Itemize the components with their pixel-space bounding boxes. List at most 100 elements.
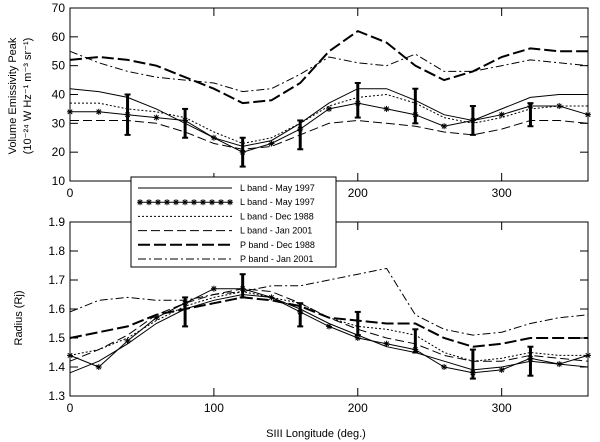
series-line (70, 119, 589, 150)
star-stroke (137, 199, 143, 205)
series-line (69, 293, 589, 374)
plot-frame (69, 7, 589, 182)
star-marker (95, 108, 102, 115)
star-marker (556, 361, 563, 368)
star-marker (441, 364, 448, 370)
legend-star-marker (155, 199, 161, 206)
x-tick-label: 200 (348, 401, 368, 415)
star-marker (210, 285, 217, 292)
star-stroke (211, 135, 217, 141)
star-stroke (499, 112, 505, 118)
legend-star-marker (146, 199, 152, 206)
series-line (69, 296, 588, 348)
legend-label: L band - Dec 1988 (240, 211, 314, 221)
star-marker (326, 323, 332, 330)
star-stroke (153, 315, 159, 321)
bottom-panel: 1.3 1.4 1.5 1.6 1.7 1.8 1.9 0 100 200 300 (48, 215, 591, 415)
x-tick-label: 200 (348, 186, 368, 200)
y-tick-label: 70 (52, 1, 66, 15)
star-stroke (67, 109, 73, 115)
star-stroke (209, 199, 215, 205)
star-marker (441, 123, 448, 130)
y-tick-label: 1.8 (48, 244, 65, 258)
star-marker (153, 114, 160, 121)
legend-label: L band - Jan 2001 (240, 226, 312, 236)
star-stroke (384, 106, 390, 112)
star-stroke (96, 364, 102, 370)
y-tick-label: 40 (52, 88, 66, 102)
star-stroke (326, 323, 332, 329)
legend-label: P band - Jan 2001 (240, 254, 313, 264)
star-stroke (268, 140, 274, 147)
star-stroke (355, 335, 361, 341)
top-ylabel-units: (10⁻²⁴ W Hz⁻¹ m⁻³ sr⁻¹) (22, 38, 34, 155)
y-tick-label: 30 (52, 116, 66, 130)
y-tick-label: 1.9 (48, 215, 65, 229)
series-line (69, 29, 588, 105)
star-stroke (67, 352, 73, 358)
legend: L band - May 1997 L band - May 1997 L band… (130, 176, 337, 268)
star-marker (498, 366, 505, 373)
legend-star-marker (164, 199, 170, 206)
star-stroke (96, 109, 102, 115)
legend-star-marker (137, 199, 143, 206)
legend-star-marker (227, 199, 233, 206)
star-stroke (441, 364, 447, 370)
x-tick-label: 0 (67, 186, 74, 200)
star-stroke (268, 294, 274, 300)
y-tick-label: 60 (52, 30, 66, 44)
star-stroke (211, 286, 217, 292)
star-stroke (125, 338, 131, 344)
star-stroke (585, 112, 591, 118)
y-tick-label: 50 (52, 59, 66, 73)
star-stroke (153, 115, 159, 121)
legend-star-marker (200, 199, 206, 206)
y-tick-label: 1.3 (48, 389, 65, 403)
x-tick-label: 100 (204, 401, 224, 415)
star-stroke (191, 199, 197, 205)
y-tick-label: 10 (52, 174, 66, 188)
star-stroke (499, 367, 505, 373)
star-stroke (441, 123, 447, 129)
y-tick-label: 1.7 (48, 273, 65, 287)
bottom-xlabel: SIII Longitude (deg.) (266, 428, 366, 440)
star-stroke (173, 199, 179, 205)
star-stroke (218, 199, 224, 205)
legend-label: L band - May 1997 (240, 183, 315, 193)
series-line (69, 50, 589, 93)
y-tick-label: 1.6 (48, 302, 65, 316)
legend-label: P band - Dec 1988 (240, 240, 315, 250)
star-stroke (227, 199, 233, 205)
star-marker (383, 340, 390, 347)
star-marker (124, 337, 131, 344)
star-marker (95, 364, 102, 370)
top-panel: 102030405060700100200300 (52, 1, 591, 200)
star-stroke (384, 341, 390, 347)
star-stroke (556, 361, 562, 367)
series-line (69, 88, 588, 147)
legend-label: L band - May 1997 (240, 197, 315, 207)
star-stroke (155, 199, 161, 205)
star-marker (585, 111, 591, 118)
star-stroke (326, 106, 332, 112)
bottom-ylabel: Radius (Rj) (13, 290, 25, 345)
x-tick-label: 300 (492, 401, 512, 415)
legend-box (130, 176, 337, 268)
star-marker (383, 105, 390, 112)
series-line (69, 267, 589, 336)
y-tick-label: 1.5 (48, 331, 65, 345)
legend-star-marker (218, 199, 224, 206)
x-tick-label: 0 (67, 401, 74, 415)
legend-star-marker (173, 199, 179, 206)
legend-star-marker (209, 199, 215, 206)
legend-star-marker (191, 199, 197, 206)
star-stroke (146, 199, 152, 205)
star-stroke (200, 199, 206, 205)
series-line (70, 93, 588, 145)
series-line (69, 288, 589, 374)
x-tick-label: 300 (492, 186, 512, 200)
star-marker (67, 108, 73, 115)
star-marker (498, 111, 505, 118)
top-ylabel: Volume Emissivity Peak (7, 37, 19, 154)
